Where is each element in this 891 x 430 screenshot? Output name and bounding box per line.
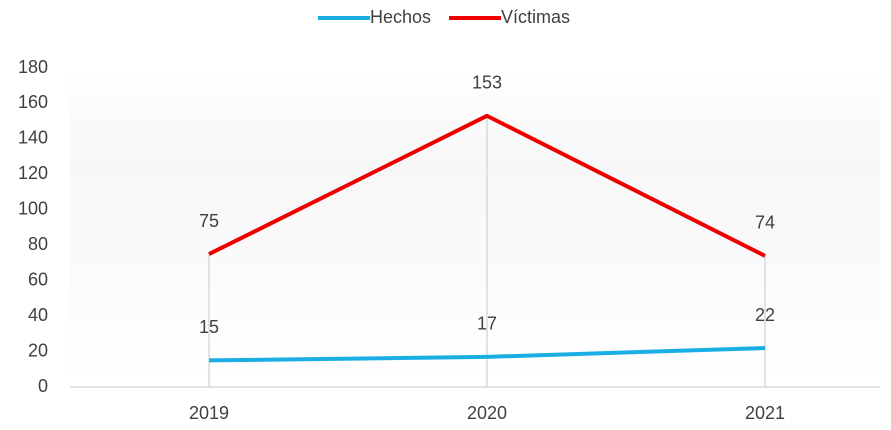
legend-label: Hechos bbox=[370, 7, 431, 27]
y-tick-label: 0 bbox=[38, 376, 48, 396]
data-label: 15 bbox=[199, 317, 219, 337]
y-tick-label: 60 bbox=[28, 269, 48, 289]
series-line bbox=[208, 113, 766, 258]
x-tick-label: 2021 bbox=[745, 403, 785, 423]
series-line bbox=[208, 346, 766, 363]
y-tick-label: 80 bbox=[28, 234, 48, 254]
data-label: 17 bbox=[477, 314, 497, 334]
y-tick-label: 40 bbox=[28, 305, 48, 325]
x-tick-label: 2019 bbox=[189, 403, 229, 423]
x-tick-label: 2020 bbox=[467, 403, 507, 423]
y-tick-label: 100 bbox=[18, 199, 48, 219]
legend-label: Víctimas bbox=[501, 7, 570, 27]
y-tick-label: 180 bbox=[18, 57, 48, 77]
y-tick-label: 160 bbox=[18, 92, 48, 112]
y-tick-label: 120 bbox=[18, 163, 48, 183]
data-label: 75 bbox=[199, 211, 219, 231]
y-tick-label: 20 bbox=[28, 340, 48, 360]
data-label: 22 bbox=[755, 305, 775, 325]
data-label: 74 bbox=[755, 213, 775, 233]
y-tick-label: 140 bbox=[18, 128, 48, 148]
data-label: 153 bbox=[472, 73, 502, 93]
